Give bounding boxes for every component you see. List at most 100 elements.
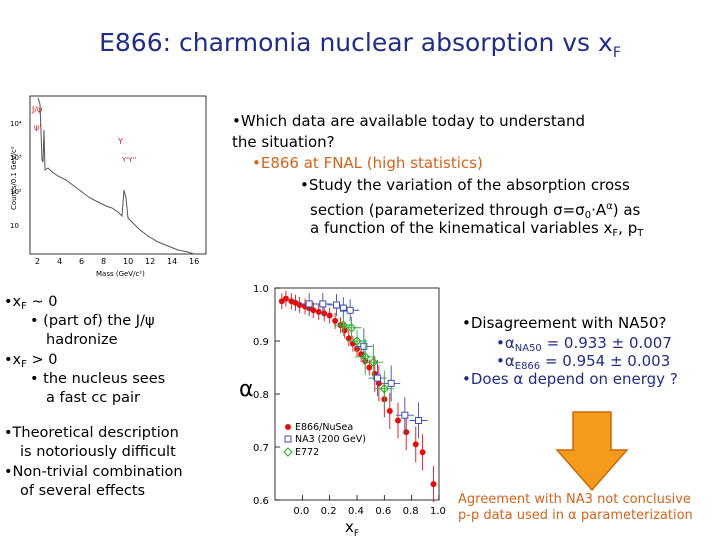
spectrum-xlabel: Mass (GeV/c²) [96,270,145,278]
spectrum-ytick-label: 10³ [10,154,22,162]
bullet-xf-zero: •xF ~ 0 [4,294,58,312]
chart-point-e866 [345,335,352,342]
spectrum-ylabel: Counts/0.1 GeV/c² [10,146,18,210]
bullet-study-variation-cont: section (parameterized through σ=σ0·Aα) … [310,201,641,221]
chart-point-e866 [332,317,339,324]
chart-point-e866 [419,449,426,456]
bullet-which-data: •Which data are available today to under… [232,112,586,130]
chart-point-na3 [374,374,381,382]
spectrum-xtick-label: 4 [57,257,62,266]
bullet-alpha-na50: •αNA50 = 0.933 ± 0.007 [496,334,672,354]
chart-point-na3 [333,301,340,309]
spectrum-curve [37,97,195,255]
chart-xtick-label: 0.0 [293,506,309,517]
chart-point-e772 [379,383,390,394]
bullet-non-trivial: •Non-trivial combination [4,464,183,480]
chart-xtick-label: 0.8 [403,506,419,517]
peak-upsilon-prime-label: Υ'Υ'' [121,156,136,164]
chart-point-e866 [366,364,373,371]
bullet-disagreement: •Disagreement with NA50? [462,314,667,332]
bullet-alpha-e866: •αE866 = 0.954 ± 0.003 [496,352,671,372]
chart-plot-frame [274,287,440,501]
chart-point-e866 [386,407,393,414]
legend-na3-label: NA3 (200 GeV) [295,434,366,445]
bullet-study-variation: •Study the variation of the absorption c… [300,176,630,194]
chart-point-e772 [338,320,349,330]
alpha-vs-xf-chart: 0.6 0.7 0.8 0.9 1.0 0.0 0.2 0.4 0.6 0.8 1.0 α xF E… [239,284,446,539]
chart-point-na3 [360,342,368,350]
spectrum-ytick-label: 10 [10,222,19,230]
legend-na3-marker [284,435,292,443]
legend-e866-label: E866/NuSea [295,422,353,433]
spectrum-xtick-label: 14 [167,257,177,266]
down-arrow-icon [555,411,629,492]
spectrum-ytick-label: 10² [10,188,22,196]
bullet-which-data-cont: the situation? [232,133,335,151]
chart-ytick-label: 0.6 [253,496,269,507]
chart-point-na3 [305,300,313,308]
spectrum-frame [29,95,207,255]
spectrum-xtick-label: 6 [79,257,84,266]
chart-xlabel: xF [345,518,359,539]
chart-point-e866 [395,417,401,424]
chart-ytick-label: 1.0 [253,284,269,295]
chart-point-e866 [326,312,333,319]
legend-e772-label: E772 [295,447,319,458]
chart-point-e772 [360,352,371,362]
chart-xtick-label: 1.0 [430,506,446,517]
chart-point-na3 [346,306,354,314]
chart-point-e866 [315,308,322,315]
bullet-kinematical-variables: a function of the kinematical variables … [310,219,644,239]
bullet-part-hadronize: • (part of) the J/ψ [30,313,155,329]
spectrum-xtick-label: 10 [123,257,133,266]
bullet-alpha-energy: •Does α depend on energy ? [462,370,678,388]
chart-point-na3 [319,300,327,308]
chart-legend: E866/NuSea NA3 (200 GeV) E772 [283,422,366,458]
bullet-non-trivial-cont: of several effects [20,483,146,499]
peak-upsilon-label: Υ [117,137,123,146]
legend-e866-marker [285,424,291,430]
chart-point-e866 [310,307,317,314]
legend-e772-marker [283,447,293,457]
spectrum-xtick-label: 12 [145,257,155,266]
spectrum-ticks: 2 4 6 8 10 12 14 16 10 10² 10³ 10⁴ [10,120,199,266]
note-pp-data: p-p data used in α parameterization [458,508,693,523]
spectrum-ytick-label: 10⁴ [10,120,22,128]
bullet-nucleus-sees: • the nucleus sees [30,371,166,387]
chart-point-e866 [296,301,303,308]
spectrum-xtick-label: 2 [35,257,40,266]
chart-xtick-label: 0.2 [321,506,337,517]
spectrum-xtick-label: 8 [101,257,106,266]
chart-marks [278,290,437,503]
chart-point-e866 [282,295,289,302]
bullet-part-hadronize-cont: hadronize [46,332,118,348]
bullet-xf-positive: •xF > 0 [4,352,58,370]
spectrum-xtick-label: 16 [189,257,199,266]
chart-ytick-label: 0.8 [253,390,269,401]
chart-point-na3 [401,411,409,419]
chart-point-na3 [339,304,347,312]
mass-spectrum-plot: J/ψ ψ' Υ Υ'Υ'' Counts/0.1 GeV/c² 2 4 6 8 10 1… [10,95,207,278]
chart-point-e772 [352,336,362,346]
chart-point-na3 [415,417,422,424]
chart-axes: 0.6 0.7 0.8 0.9 1.0 0.0 0.2 0.4 0.6 0.8 1.0 [253,284,446,517]
slide-title: E866: charmonia nuclear absorption vs xF [99,28,621,61]
peak-jpsi-label: J/ψ [31,105,42,114]
bullet-theoretical: •Theoretical description [4,425,179,441]
chart-point-e772 [368,357,379,368]
chart-point-e866 [403,429,410,436]
chart-point-e772 [346,322,357,333]
chart-point-e866 [430,481,437,488]
chart-ytick-label: 0.7 [253,443,269,454]
chart-xtick-label: 0.4 [348,506,364,517]
chart-ylabel: α [239,377,254,402]
peak-psiprime-label: ψ' [34,123,41,132]
chart-point-e866 [412,441,419,448]
note-agreement-na3: Agreement with NA3 not conclusive [458,492,691,507]
bullet-nucleus-sees-cont: a fast cc pair [46,390,140,406]
bullet-theoretical-cont: is notoriously difficult [20,444,176,460]
bullet-e866-fnal: •E866 at FNAL (high statistics) [252,154,483,172]
chart-ytick-label: 0.9 [253,337,269,348]
chart-xtick-label: 0.6 [375,506,391,517]
chart-point-e866 [321,310,328,317]
